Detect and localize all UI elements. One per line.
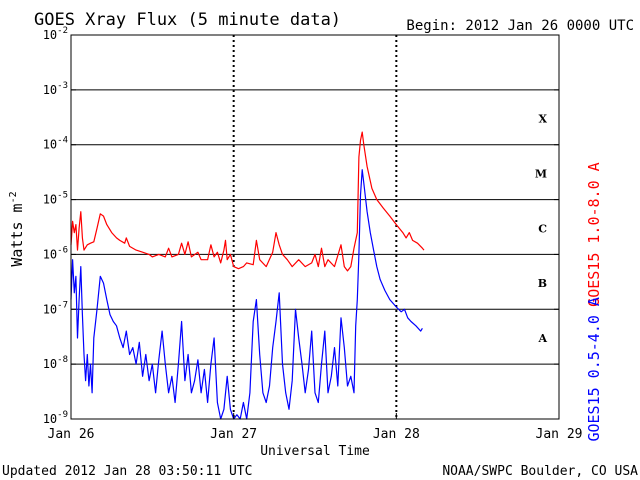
data-series bbox=[70, 131, 425, 420]
y-tick-label: 10-7 bbox=[43, 300, 68, 316]
x-axis-ticks: Jan 26 Jan 27 Jan 28 Jan 29 bbox=[48, 413, 583, 442]
chart-title: GOES Xray Flux (5 minute data) bbox=[34, 10, 341, 30]
day-separators bbox=[232, 35, 398, 419]
y-tick-label: 10-2 bbox=[43, 26, 68, 42]
x-tick-label: Jan 28 bbox=[373, 427, 420, 442]
plot-frame bbox=[70, 34, 560, 420]
y-axis-label: Watts m-2 bbox=[8, 191, 26, 266]
y-axis-ticks: 10-2 10-3 10-4 10-5 10-6 10-7 10-8 10-9 bbox=[43, 26, 559, 426]
flare-class-m: M bbox=[535, 167, 547, 180]
y-tick-label: 10-4 bbox=[43, 136, 68, 152]
x-tick-label: Jan 27 bbox=[210, 427, 257, 442]
flare-class-a: A bbox=[537, 332, 547, 345]
y-axis-label-exponent: -2 bbox=[8, 191, 19, 203]
chart-begin-date: Begin: 2012 Jan 26 0000 UTC bbox=[406, 18, 634, 34]
flare-class-labels: X M C B A bbox=[535, 113, 548, 345]
x-axis-label: Universal Time bbox=[260, 444, 370, 459]
flare-class-b: B bbox=[538, 277, 547, 290]
legend-entry: GOES15 0.5-4.0 A bbox=[585, 297, 603, 442]
legend-entry: GOES15 1.0-8.0 A bbox=[585, 162, 603, 306]
y-tick-label: 10-5 bbox=[43, 191, 68, 207]
source-credit: NOAA/SWPC Boulder, CO USA bbox=[442, 464, 638, 479]
series-line-short-wavelength bbox=[70, 169, 423, 420]
series-line-long-wavelength bbox=[70, 131, 425, 272]
x-tick-label: Jan 29 bbox=[536, 427, 583, 442]
y-tick-label: 10-8 bbox=[43, 355, 68, 371]
y-tick-label: 10-6 bbox=[43, 245, 68, 261]
x-tick-label: Jan 26 bbox=[48, 427, 95, 442]
y-tick-label: 10-3 bbox=[43, 81, 68, 97]
flare-class-x: X bbox=[538, 113, 547, 126]
flare-class-c: C bbox=[538, 222, 547, 235]
updated-timestamp: Updated 2012 Jan 28 03:50:11 UTC bbox=[2, 464, 252, 479]
y-tick-label: 10-9 bbox=[43, 410, 68, 426]
